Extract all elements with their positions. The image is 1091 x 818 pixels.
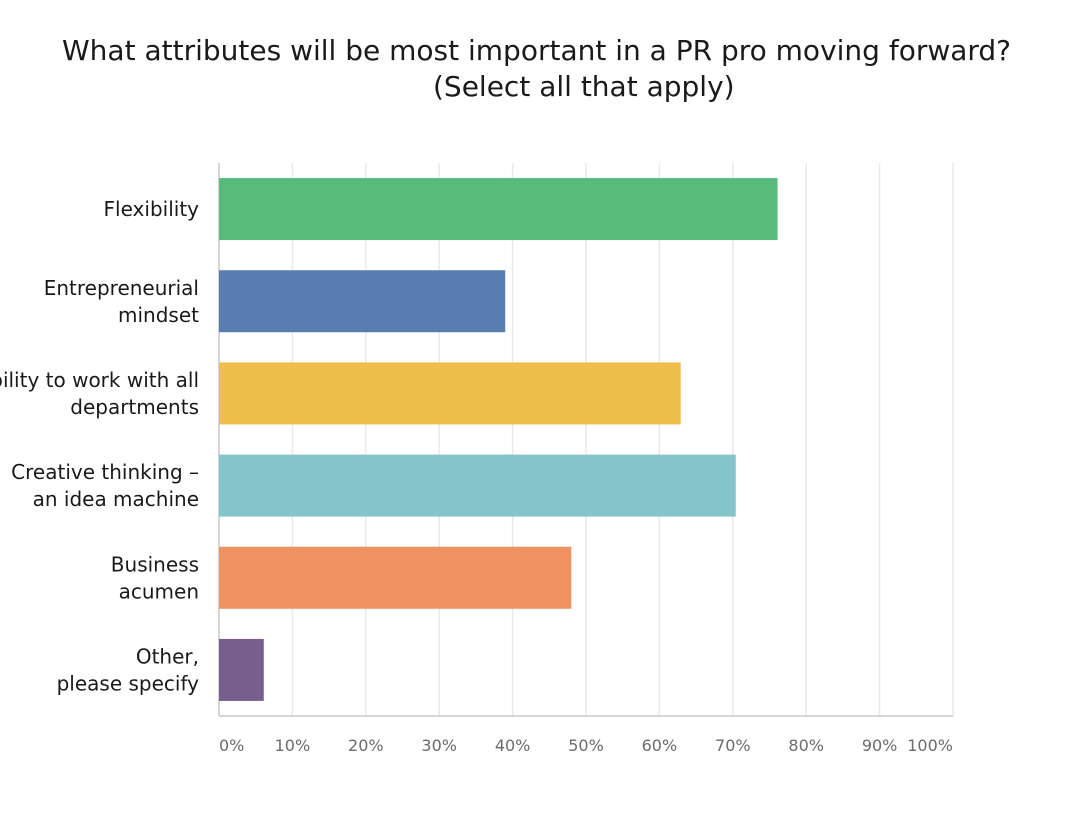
category-label-1-0: Entrepreneurial (44, 276, 199, 300)
x-tick-label-5: 50% (568, 736, 604, 755)
x-tick-label-1: 10% (275, 736, 311, 755)
chart-title-line-2: (Select all that apply) (433, 70, 735, 103)
x-tick-label-3: 30% (421, 736, 457, 755)
x-tick-label-8: 80% (788, 736, 824, 755)
category-label-5-0: Other, (136, 644, 199, 668)
category-label-1-1: mindset (118, 303, 199, 327)
x-tick-label-6: 60% (642, 736, 678, 755)
bar-2 (219, 362, 681, 425)
category-label-3-1: an idea machine (33, 487, 199, 511)
chart-title-line-1: What attributes will be most important i… (62, 34, 1012, 67)
bar-3 (219, 454, 736, 517)
x-tick-label-0: 0% (219, 736, 244, 755)
category-label-4-0: Business (111, 552, 199, 576)
x-tick-label-7: 70% (715, 736, 751, 755)
x-tick-label-9: 90% (862, 736, 898, 755)
category-label-2-0: Ability to work with all (0, 368, 199, 392)
category-label-5-1: please specify (57, 671, 200, 695)
bar-5 (219, 638, 264, 701)
bar-1 (219, 270, 506, 333)
x-tick-label-4: 40% (495, 736, 531, 755)
category-label-2-1: departments (70, 395, 199, 419)
category-label-3-0: Creative thinking – (11, 460, 199, 484)
x-tick-label-2: 20% (348, 736, 384, 755)
bar-0 (219, 178, 778, 241)
x-tick-label-10: 100% (907, 736, 953, 755)
category-label-4-1: acumen (119, 579, 199, 603)
category-label-0-0: Flexibility (104, 197, 200, 221)
bar-4 (219, 546, 572, 609)
